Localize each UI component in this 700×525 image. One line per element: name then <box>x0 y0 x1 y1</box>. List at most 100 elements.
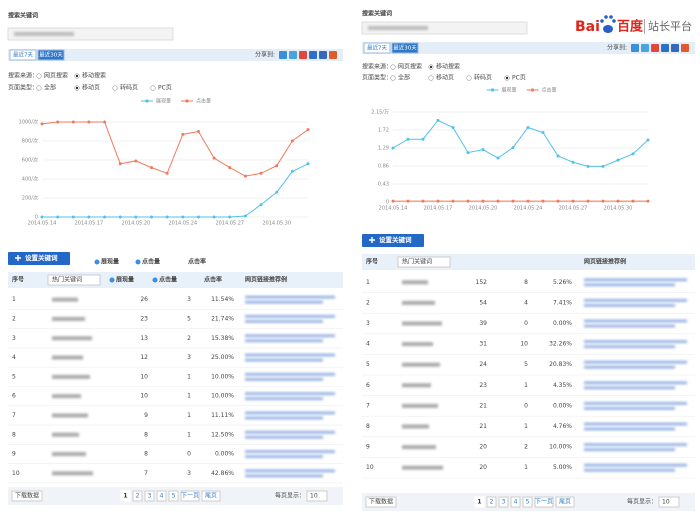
cell-ctr: 20.83% <box>549 361 572 368</box>
radio[interactable] <box>112 85 118 91</box>
page-label[interactable]: 尾页 <box>559 499 571 506</box>
page-button[interactable] <box>156 490 167 502</box>
radio-label[interactable]: 网页搜索 <box>398 63 422 71</box>
download-label[interactable]: 下载数据 <box>15 492 39 500</box>
cell-clicks: 3 <box>187 296 191 303</box>
page-button[interactable] <box>180 490 200 502</box>
page-label[interactable]: 2 <box>490 499 494 506</box>
page-button[interactable] <box>120 490 131 502</box>
share-icon[interactable] <box>651 44 659 52</box>
th[interactable]: 点击量 <box>159 276 177 284</box>
page-label[interactable]: 尾页 <box>205 493 217 500</box>
page-label[interactable]: 1 <box>123 493 127 500</box>
page-button[interactable] <box>522 496 533 508</box>
tab-label[interactable]: 最近30天 <box>39 51 63 59</box>
page-label[interactable]: 4 <box>514 499 518 506</box>
keyword-select[interactable] <box>47 274 101 286</box>
radio-label[interactable]: 移动页 <box>82 84 100 92</box>
share-icon[interactable] <box>641 44 649 52</box>
th[interactable]: 热门关键词 <box>402 258 432 266</box>
page-label[interactable]: 2 <box>136 493 140 500</box>
page-button[interactable] <box>132 490 143 502</box>
page-button[interactable] <box>498 496 509 508</box>
set-keyword-button[interactable] <box>362 234 424 247</box>
tab-label[interactable]: 最近30天 <box>393 44 417 52</box>
th[interactable]: 展现量 <box>116 276 134 284</box>
page-label[interactable]: 5 <box>172 493 176 500</box>
radio-label[interactable]: 全部 <box>398 74 410 82</box>
cell-index: 10 <box>366 464 374 471</box>
share-icon[interactable] <box>329 51 337 59</box>
radio[interactable] <box>36 73 42 79</box>
data-point <box>496 156 500 160</box>
radio[interactable] <box>466 75 472 81</box>
page-label[interactable]: 4 <box>160 493 164 500</box>
radio[interactable] <box>390 64 396 70</box>
page-button[interactable] <box>201 490 221 502</box>
button-label[interactable]: 设置关键词 <box>379 235 412 244</box>
th[interactable]: 热门关键词 <box>52 276 82 284</box>
download-button[interactable] <box>11 490 43 502</box>
page-button[interactable] <box>168 490 179 502</box>
legend-label: 点击量 <box>542 87 557 94</box>
keyword-dropdown[interactable] <box>7 27 174 41</box>
th[interactable]: 点击率 <box>188 258 206 266</box>
page-label[interactable]: 下一页 <box>181 493 199 500</box>
share-icon[interactable] <box>319 51 327 59</box>
cell-index: 5 <box>12 373 16 380</box>
radio[interactable] <box>390 75 396 81</box>
radio-label[interactable]: 移动搜索 <box>436 63 460 71</box>
keyword-select[interactable] <box>397 256 451 268</box>
tab[interactable] <box>391 42 419 54</box>
share-icon[interactable] <box>299 51 307 59</box>
keyword-dropdown[interactable] <box>361 21 528 35</box>
tab-label[interactable]: 最近7天 <box>367 44 387 52</box>
per-page-select[interactable] <box>658 496 680 508</box>
per-page-select[interactable] <box>306 490 328 502</box>
th[interactable]: 点击率 <box>204 276 222 284</box>
tab[interactable] <box>9 49 37 61</box>
radio-label[interactable]: 移动搜索 <box>82 72 106 80</box>
page-label[interactable]: 3 <box>148 493 152 500</box>
button-label[interactable]: 设置关键词 <box>25 253 58 262</box>
page-button[interactable] <box>510 496 521 508</box>
share-icon[interactable] <box>681 44 689 52</box>
radio-label[interactable]: 网页搜索 <box>44 72 68 80</box>
keyword-blur <box>52 452 86 457</box>
tab[interactable] <box>363 42 391 54</box>
share-icon[interactable] <box>289 51 297 59</box>
page-label[interactable]: 下一页 <box>535 499 553 506</box>
radio-label[interactable]: 全部 <box>44 84 56 92</box>
radio-label[interactable]: PC页 <box>158 85 172 92</box>
page-button[interactable] <box>474 496 485 508</box>
radio[interactable] <box>428 75 434 81</box>
th[interactable]: 点击量 <box>142 258 160 266</box>
page-button[interactable] <box>144 490 155 502</box>
y-tick-label: 1000/次 <box>19 119 38 126</box>
radio[interactable] <box>36 85 42 91</box>
share-icon[interactable] <box>631 44 639 52</box>
radio-label[interactable]: 移动页 <box>436 74 454 82</box>
radio[interactable] <box>150 85 156 91</box>
page-button[interactable] <box>486 496 497 508</box>
page-label[interactable]: 3 <box>502 499 506 506</box>
radio-label[interactable]: 转码页 <box>120 84 138 92</box>
tab-label[interactable]: 最近7天 <box>13 51 33 59</box>
page-button[interactable] <box>555 496 575 508</box>
per-page-value[interactable]: 10 <box>662 499 670 506</box>
share-icon[interactable] <box>309 51 317 59</box>
download-button[interactable] <box>365 496 397 508</box>
radio-label[interactable]: 转码页 <box>474 74 492 82</box>
set-keyword-button[interactable] <box>8 252 70 265</box>
page-button[interactable] <box>534 496 554 508</box>
th[interactable]: 展现量 <box>101 258 119 266</box>
radio-label[interactable]: PC页 <box>512 75 526 82</box>
share-icon[interactable] <box>279 51 287 59</box>
share-icon[interactable] <box>671 44 679 52</box>
page-label[interactable]: 1 <box>477 499 481 506</box>
page-label[interactable]: 5 <box>526 499 530 506</box>
tab[interactable] <box>37 49 65 61</box>
download-label[interactable]: 下载数据 <box>369 498 393 506</box>
per-page-value[interactable]: 10 <box>310 493 318 500</box>
share-icon[interactable] <box>661 44 669 52</box>
